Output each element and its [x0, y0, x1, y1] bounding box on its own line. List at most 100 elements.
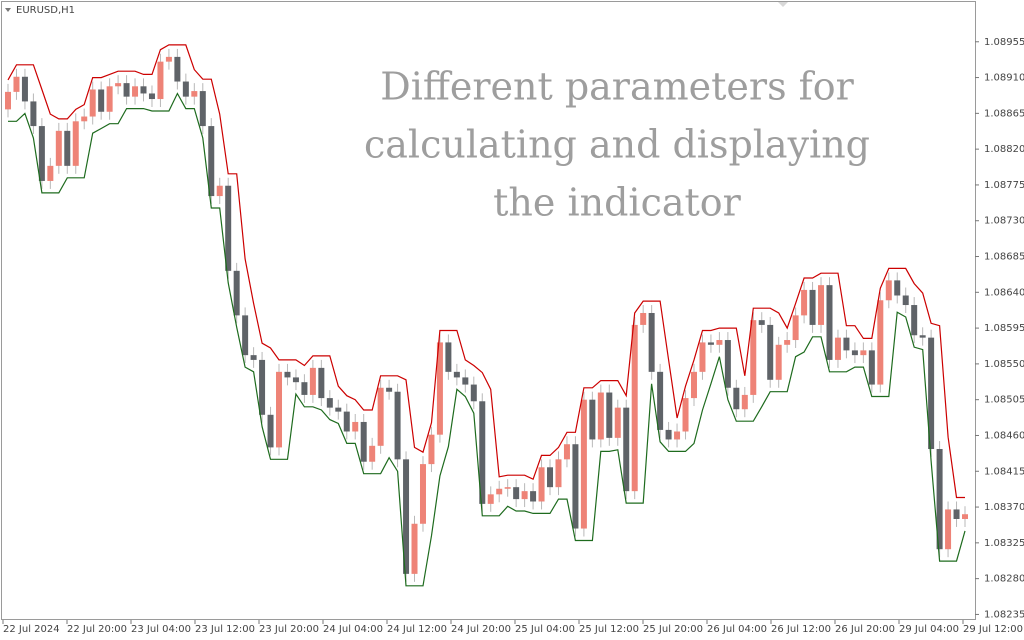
candle-body — [21, 76, 28, 102]
candle-body — [242, 315, 249, 356]
candle-body — [38, 126, 45, 181]
candle-body — [631, 324, 638, 492]
y-tick-label: 1.08730 — [984, 216, 1024, 227]
y-tick-label: 1.08910 — [984, 73, 1024, 84]
candle-body — [674, 431, 681, 440]
y-tick-label: 1.08865 — [984, 108, 1024, 119]
candle-body — [826, 285, 833, 360]
candle-body — [259, 359, 266, 415]
shift-marker — [778, 2, 788, 7]
candle-body — [394, 391, 401, 460]
candle-body — [597, 392, 604, 440]
x-tick-label: 26 Jul 20:00 — [835, 624, 895, 635]
y-tick-label: 1.08505 — [984, 395, 1024, 406]
candle-body — [115, 83, 122, 87]
y-tick-label: 1.08685 — [984, 252, 1024, 263]
y-tick-label: 1.08550 — [984, 359, 1024, 370]
candle-body — [81, 116, 88, 122]
candle-body — [326, 398, 333, 408]
candle-body — [267, 414, 274, 448]
candle-body — [318, 367, 325, 399]
candle-body — [758, 320, 765, 325]
symbol-menu-icon[interactable] — [5, 8, 11, 12]
candle-body — [911, 305, 918, 336]
candle-body — [148, 93, 155, 100]
candle-body — [140, 86, 147, 94]
candle-body — [428, 434, 435, 465]
candle-body — [199, 91, 206, 127]
candle-body — [614, 407, 621, 438]
candle-body — [157, 61, 164, 100]
candle-body — [623, 407, 630, 492]
candle-body — [250, 355, 257, 360]
candle-body — [292, 377, 299, 383]
candle-body — [589, 399, 596, 440]
symbol-title: EURUSD,H1 — [16, 5, 75, 16]
candle-body — [182, 81, 189, 97]
candle-body — [123, 83, 130, 97]
candle-body — [89, 89, 96, 117]
candle-body — [657, 371, 664, 430]
candle-body — [403, 459, 410, 574]
candle-body — [682, 398, 689, 432]
candle-body — [843, 337, 850, 351]
candle-body — [606, 392, 613, 438]
candle-body — [945, 509, 952, 550]
candle-body — [572, 444, 579, 529]
y-tick-label: 1.08640 — [984, 287, 1024, 298]
candle-body — [98, 89, 105, 112]
y-tick-label: 1.08325 — [984, 538, 1024, 549]
candle-body — [47, 165, 54, 181]
x-tick-label: 25 Jul 04:00 — [515, 624, 575, 635]
marks — [5, 44, 968, 587]
candle-body — [902, 295, 909, 306]
candle-body — [936, 448, 943, 550]
candle-body — [716, 340, 723, 345]
x-tick-label: 23 Jul 12:00 — [195, 624, 255, 635]
candle-body — [411, 523, 418, 574]
candle-body — [513, 487, 520, 500]
x-tick-label: 24 Jul 12:00 — [387, 624, 447, 635]
candle-body — [487, 494, 494, 504]
candle-body — [216, 185, 223, 197]
lower-line — [8, 92, 966, 587]
candle-body — [530, 491, 537, 502]
candle-body — [132, 86, 139, 97]
candle-body — [724, 340, 731, 388]
candle-body — [377, 387, 384, 446]
x-tick-label: 25 Jul 12:00 — [579, 624, 639, 635]
candle-body — [309, 367, 316, 395]
candle-body — [462, 377, 469, 385]
candle-body — [750, 320, 757, 395]
candle-body — [538, 467, 545, 502]
candle-body — [276, 371, 283, 448]
candle-body — [555, 459, 562, 488]
x-tick-label: 29 Jul 12:00 — [963, 624, 1023, 635]
candle-body — [445, 342, 452, 372]
candle-body — [453, 371, 460, 378]
candle-body — [648, 312, 655, 372]
candle-body — [690, 371, 697, 399]
candle-body — [741, 394, 748, 410]
candle-body — [851, 350, 858, 356]
candle-body — [504, 487, 511, 489]
candle-body — [868, 350, 875, 385]
candle-body — [834, 337, 841, 360]
candle-body — [733, 387, 740, 410]
candle-body — [106, 86, 113, 112]
x-tick-label: 22 Jul 20:00 — [67, 624, 127, 635]
candle-body — [174, 56, 181, 82]
y-tick-label: 1.08460 — [984, 430, 1024, 441]
candle-body — [284, 371, 291, 378]
candle-body — [699, 342, 706, 372]
x-tick-label: 25 Jul 20:00 — [643, 624, 703, 635]
candle-body — [5, 91, 11, 110]
annotation: the indicator — [493, 181, 742, 225]
candle-body — [563, 444, 570, 460]
x-tick-label: 26 Jul 04:00 — [707, 624, 767, 635]
candle-body — [386, 387, 393, 392]
candle-body — [419, 464, 426, 524]
candle-body — [894, 280, 901, 296]
